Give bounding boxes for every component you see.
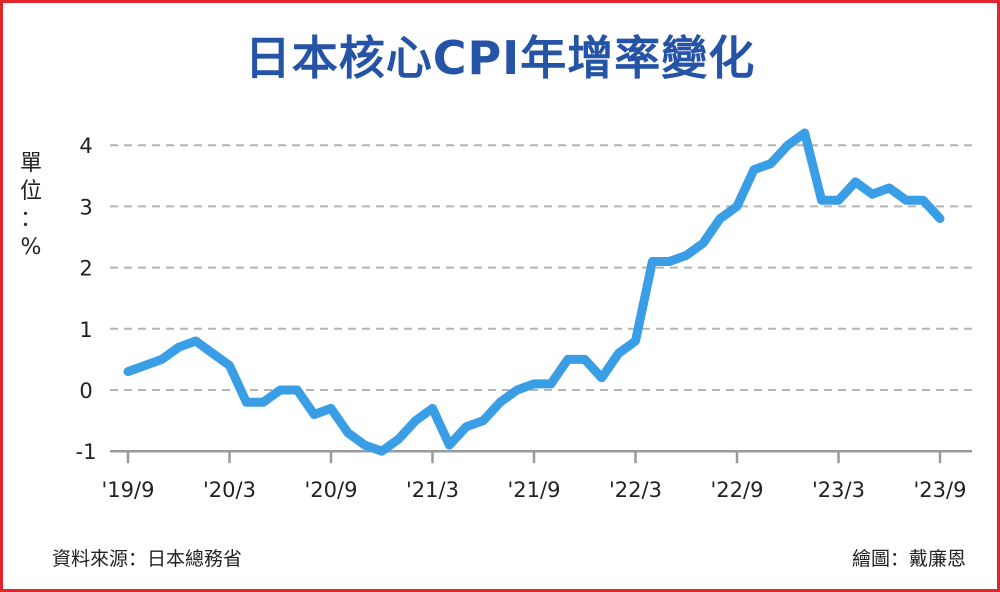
data-point — [144, 365, 146, 367]
data-point — [601, 377, 603, 379]
data-point — [262, 401, 264, 403]
data-point — [854, 181, 856, 183]
data-point — [364, 444, 366, 446]
x-tick-label: '22/3 — [609, 478, 662, 502]
y-tick-label: 0 — [79, 379, 92, 403]
data-point — [499, 401, 501, 403]
data-point — [381, 450, 383, 452]
chart-title: 日本核心CPI年增率變化 — [244, 31, 756, 85]
data-point — [719, 218, 721, 220]
data-point — [871, 193, 873, 195]
data-point — [482, 420, 484, 422]
data-point — [533, 383, 535, 385]
data-point — [905, 199, 907, 201]
y-tick-label: 1 — [79, 318, 92, 342]
data-point — [432, 407, 433, 409]
data-point — [195, 340, 197, 342]
data-point — [178, 346, 180, 348]
data-point — [838, 199, 839, 201]
data-point — [245, 401, 247, 403]
illustration-credit: 繪圖：戴廉恩 — [851, 548, 966, 570]
x-tick-label: '20/3 — [203, 478, 256, 502]
series-layer — [123, 128, 945, 456]
gridlines — [110, 144, 972, 391]
data-point — [787, 144, 789, 146]
data-point — [398, 438, 400, 440]
data-point — [618, 352, 620, 354]
data-source-note: 資料來源：日本總務省 — [52, 548, 243, 570]
y-tick-label: 3 — [79, 195, 92, 219]
data-point — [922, 199, 924, 201]
data-point — [668, 260, 670, 262]
y-unit-char: ： — [19, 207, 42, 232]
y-tick-labels: 4 3 2 1 0 -1 — [76, 134, 97, 464]
y-tick-label: -1 — [76, 440, 97, 464]
data-point — [127, 371, 129, 373]
x-tick-label: '19/9 — [102, 478, 155, 502]
data-point — [770, 163, 772, 165]
data-point — [229, 365, 230, 367]
x-axis: '19/9 '20/3 '20/9 '21/3 '21/9 '22/3 '22/9 '23/3… — [102, 449, 972, 502]
y-axis-unit-label: 單 位 ： % — [16, 150, 46, 262]
data-point — [567, 358, 569, 360]
data-point — [279, 389, 281, 391]
data-point — [584, 358, 586, 360]
data-point — [161, 358, 163, 360]
x-tick-label: '23/3 — [812, 478, 865, 502]
data-point — [685, 254, 687, 256]
data-point — [821, 199, 823, 201]
data-point — [550, 383, 552, 385]
data-point — [212, 352, 214, 354]
data-point — [448, 444, 450, 446]
data-point — [888, 187, 890, 189]
data-point — [736, 205, 738, 207]
x-tick-label: '20/9 — [305, 478, 358, 502]
data-point — [702, 242, 704, 244]
y-tick-label: 4 — [79, 134, 92, 158]
data-point — [415, 420, 417, 422]
data-point — [347, 432, 349, 434]
data-point — [651, 260, 653, 262]
data-point — [516, 389, 518, 391]
x-tick-label: '21/9 — [508, 478, 561, 502]
data-point — [804, 132, 806, 134]
y-unit-char: 位 — [19, 179, 42, 204]
data-point — [313, 413, 315, 415]
data-point — [635, 340, 636, 342]
y-tick-label: 2 — [79, 257, 92, 281]
data-point — [296, 389, 298, 391]
y-unit-char: % — [20, 235, 42, 260]
x-tick-label: '21/3 — [406, 478, 459, 502]
data-point — [939, 218, 941, 220]
x-tick-label: '22/9 — [711, 478, 764, 502]
data-point — [465, 426, 467, 428]
series-line — [123, 128, 945, 456]
data-point — [753, 169, 755, 171]
y-unit-char: 單 — [19, 151, 42, 176]
data-point — [330, 407, 332, 409]
x-tick-label: '23/9 — [914, 478, 967, 502]
